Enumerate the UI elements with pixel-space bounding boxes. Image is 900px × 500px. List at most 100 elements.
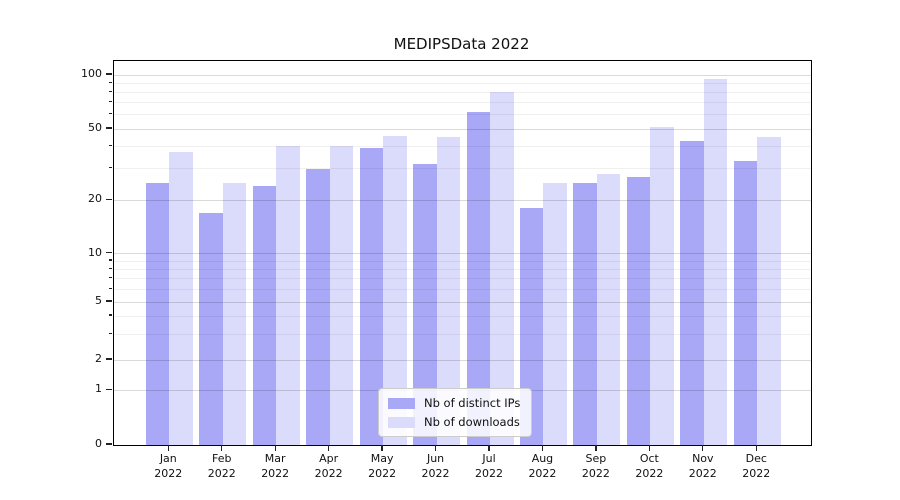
bar-oct-downloads xyxy=(650,127,674,445)
legend-label: Nb of distinct IPs xyxy=(424,396,521,410)
year-label: 2022 xyxy=(368,467,397,480)
y-tick-label: 0 xyxy=(95,437,102,450)
y-tick-label: 100 xyxy=(81,67,102,80)
y-tick-label: 10 xyxy=(88,245,102,259)
y-tick-mark xyxy=(106,300,112,302)
x-tick-mark xyxy=(327,445,330,451)
legend: Nb of distinct IPs Nb of downloads xyxy=(378,388,533,437)
legend-swatch xyxy=(388,397,415,409)
y-minor-tick-mark xyxy=(108,287,112,289)
x-tick-mark xyxy=(381,445,383,451)
y-minor-tick-mark xyxy=(108,101,112,103)
bar-nov-ips xyxy=(680,140,704,445)
month-label: Oct xyxy=(639,452,659,465)
x-tick-label-apr: Apr 2022 xyxy=(297,451,361,481)
year-label: 2022 xyxy=(421,467,450,480)
y-tick-mark xyxy=(106,252,112,254)
month-label: Apr xyxy=(319,452,339,465)
major-gridline xyxy=(114,128,811,130)
x-tick-mark xyxy=(434,445,437,451)
year-label: 2022 xyxy=(314,467,343,480)
x-tick-label-aug: Aug 2022 xyxy=(510,451,574,481)
minor-gridline xyxy=(114,278,811,280)
bar-jun-downloads xyxy=(436,137,461,445)
major-gridline xyxy=(114,199,811,201)
bar-aug-ips xyxy=(519,208,544,445)
bar-may-ips xyxy=(359,148,384,445)
x-tick-mark xyxy=(488,445,490,451)
major-gridline xyxy=(114,301,811,303)
y-tick-label: 2 xyxy=(95,352,102,365)
minor-gridline xyxy=(114,114,811,116)
year-label: 2022 xyxy=(581,467,610,480)
year-label: 2022 xyxy=(528,467,557,480)
minor-gridline xyxy=(114,315,811,317)
x-tick-label-feb: Feb 2022 xyxy=(190,451,254,481)
year-label: 2022 xyxy=(635,467,664,480)
x-tick-label-may: May 2022 xyxy=(350,451,414,481)
month-label: Nov xyxy=(692,452,714,465)
x-tick-mark xyxy=(755,445,757,451)
month-label: Jan xyxy=(159,452,177,465)
y-minor-tick-mark xyxy=(108,267,112,269)
bar-feb-ips xyxy=(199,212,223,445)
x-tick-label-oct: Oct 2022 xyxy=(617,451,681,481)
y-minor-tick-mark xyxy=(108,276,112,279)
y-tick-mark xyxy=(106,127,112,129)
x-tick-mark xyxy=(274,445,276,451)
bar-apr-downloads xyxy=(329,146,354,445)
x-tick-mark xyxy=(167,445,169,451)
month-label: Feb xyxy=(212,452,232,465)
bar-aug-downloads xyxy=(543,182,567,445)
x-tick-label-mar: Mar 2022 xyxy=(243,451,307,481)
chart-title: MEDIPSData 2022 xyxy=(393,35,530,53)
month-label: Sep xyxy=(585,452,607,465)
legend-swatch xyxy=(388,416,415,428)
bar-nov-downloads xyxy=(703,79,728,445)
year-label: 2022 xyxy=(742,467,771,480)
x-tick-label-jan: Jan 2022 xyxy=(136,451,200,481)
bar-may-downloads xyxy=(383,135,407,445)
bar-oct-ips xyxy=(626,176,651,445)
x-tick-mark xyxy=(648,445,651,451)
year-label: 2022 xyxy=(207,467,236,480)
minor-gridline xyxy=(114,288,811,290)
y-tick-mark xyxy=(106,73,112,75)
year-label: 2022 xyxy=(261,467,290,480)
minor-gridline xyxy=(114,268,811,270)
y-tick-mark xyxy=(106,443,112,445)
month-label: May xyxy=(370,452,394,465)
bar-mar-downloads xyxy=(276,146,300,445)
bar-jul-ips xyxy=(466,112,490,445)
bar-dec-downloads xyxy=(757,137,781,445)
minor-gridline xyxy=(114,82,811,84)
legend-row-downloads: Nb of downloads xyxy=(388,415,520,429)
minor-gridline xyxy=(114,333,811,335)
bar-feb-downloads xyxy=(222,182,247,445)
year-label: 2022 xyxy=(688,467,717,480)
month-label: Jul xyxy=(482,452,496,465)
y-tick-label: 5 xyxy=(95,294,102,307)
minor-gridline xyxy=(114,260,811,262)
bar-jul-downloads xyxy=(490,92,514,445)
x-tick-label-jul: Jul 2022 xyxy=(457,451,521,481)
month-label: Jun xyxy=(426,452,445,465)
bar-jan-downloads xyxy=(169,152,193,445)
bar-sep-ips xyxy=(573,182,597,445)
major-gridline xyxy=(114,253,811,255)
bar-apr-ips xyxy=(306,168,330,445)
minor-gridline xyxy=(114,102,811,104)
month-label: Aug xyxy=(531,452,554,465)
x-tick-label-dec: Dec 2022 xyxy=(724,451,788,481)
x-tick-label-nov: Nov 2022 xyxy=(671,451,735,481)
minor-gridline xyxy=(114,91,811,93)
bar-jun-ips xyxy=(413,163,437,445)
minor-gridline xyxy=(114,145,811,147)
y-minor-tick-mark xyxy=(108,90,112,93)
legend-row-distinct-ips: Nb of distinct IPs xyxy=(388,396,520,410)
bar-sep-downloads xyxy=(596,174,621,445)
y-minor-tick-mark xyxy=(108,167,112,169)
bar-mar-ips xyxy=(252,186,277,445)
y-tick-mark xyxy=(106,358,112,360)
